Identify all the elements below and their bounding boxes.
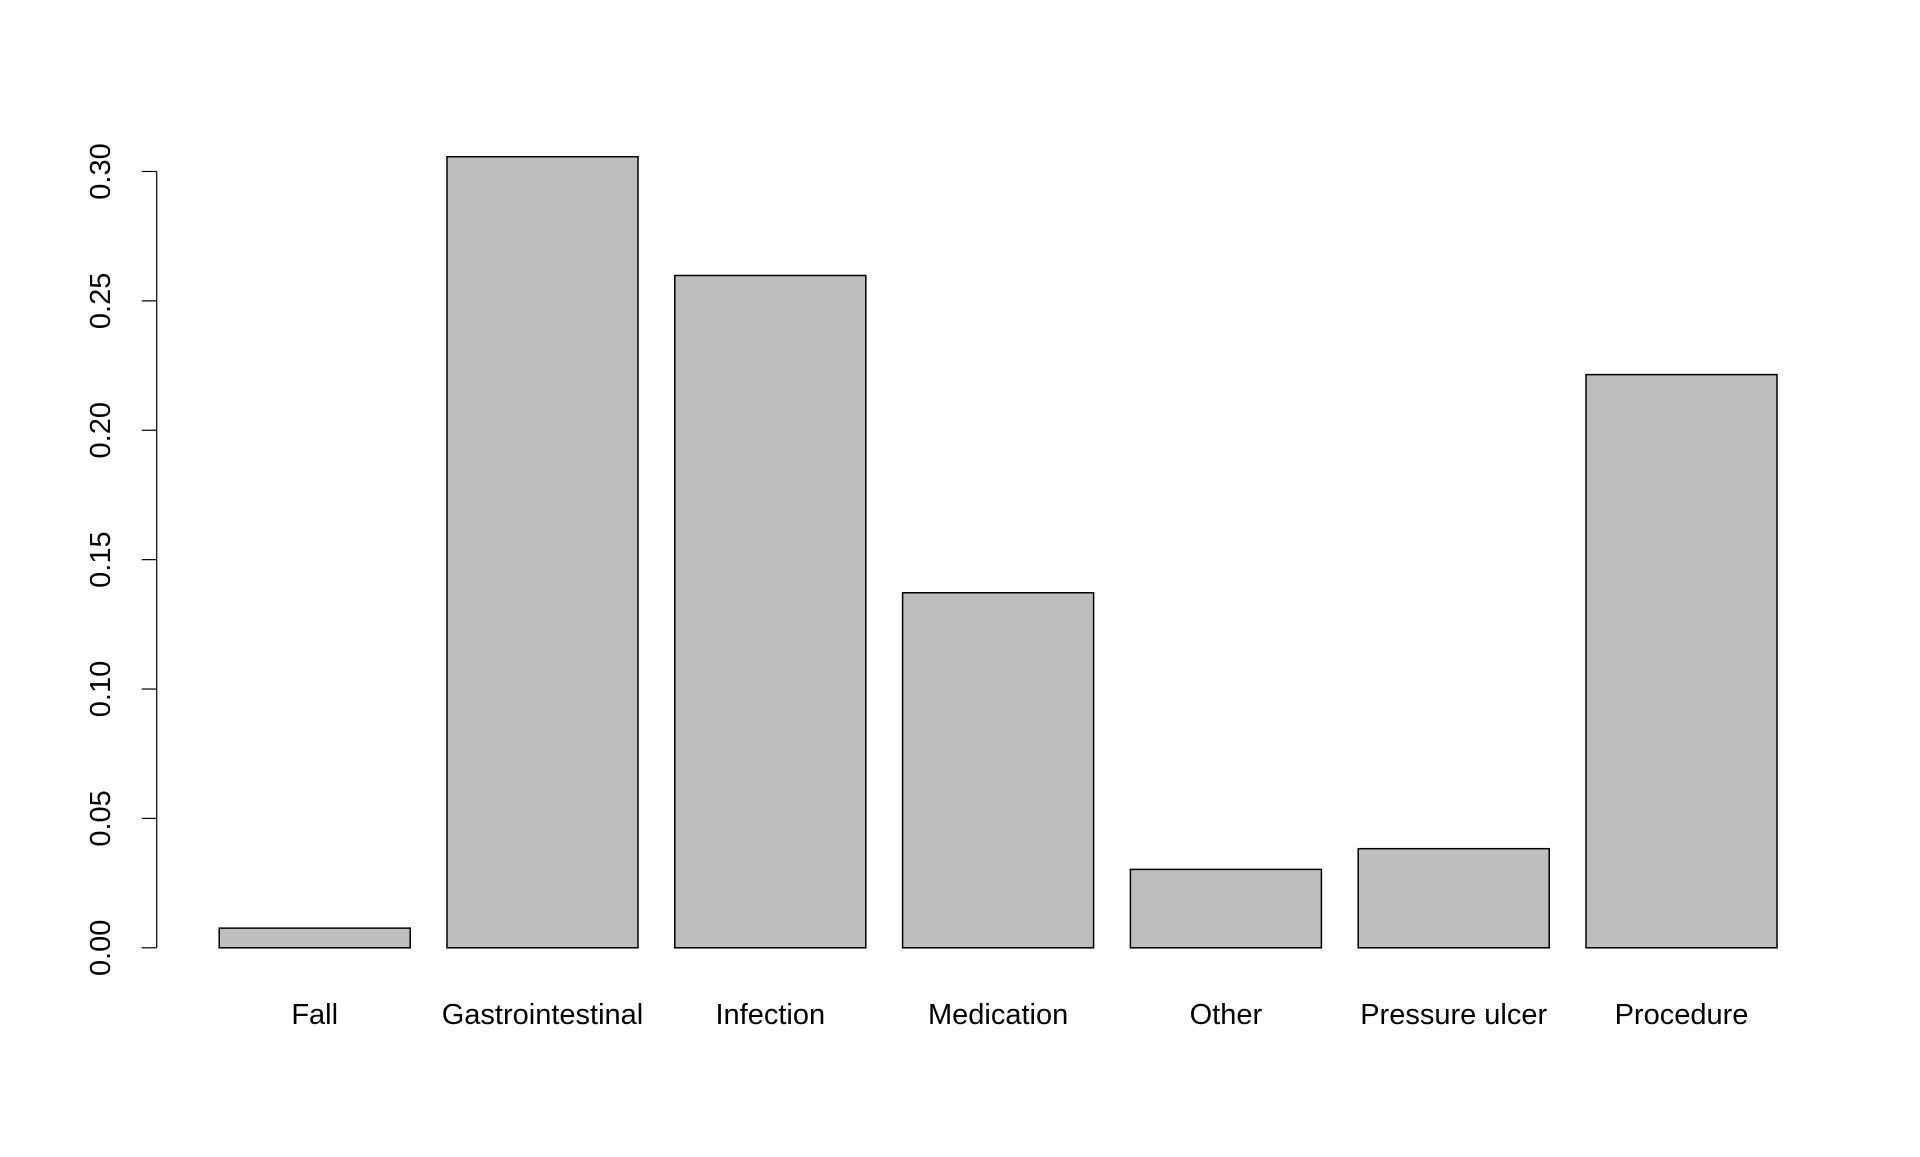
x-tick-label: Other xyxy=(1190,999,1263,1031)
y-tick-label: 0.20 xyxy=(85,402,117,458)
y-tick-label: 0.05 xyxy=(85,790,117,846)
bar xyxy=(446,155,639,949)
y-tick-label: 0.00 xyxy=(85,920,117,976)
bar xyxy=(1585,373,1778,949)
bar xyxy=(1357,847,1550,949)
bar xyxy=(674,274,867,949)
y-tick-label: 0.10 xyxy=(85,661,117,717)
bar xyxy=(901,592,1095,949)
bar xyxy=(1129,868,1323,949)
x-tick-label: Procedure xyxy=(1615,999,1749,1031)
y-tick-label: 0.25 xyxy=(85,273,117,329)
x-tick-label: Gastrointestinal xyxy=(442,999,644,1031)
x-tick-label: Medication xyxy=(928,999,1068,1031)
x-tick-label: Infection xyxy=(715,999,825,1031)
x-tick-label: Fall xyxy=(291,999,338,1031)
y-tick-label: 0.15 xyxy=(85,531,117,587)
x-tick-label: Pressure ulcer xyxy=(1360,999,1547,1031)
y-tick-label: 0.30 xyxy=(85,143,117,199)
bar xyxy=(218,927,411,949)
